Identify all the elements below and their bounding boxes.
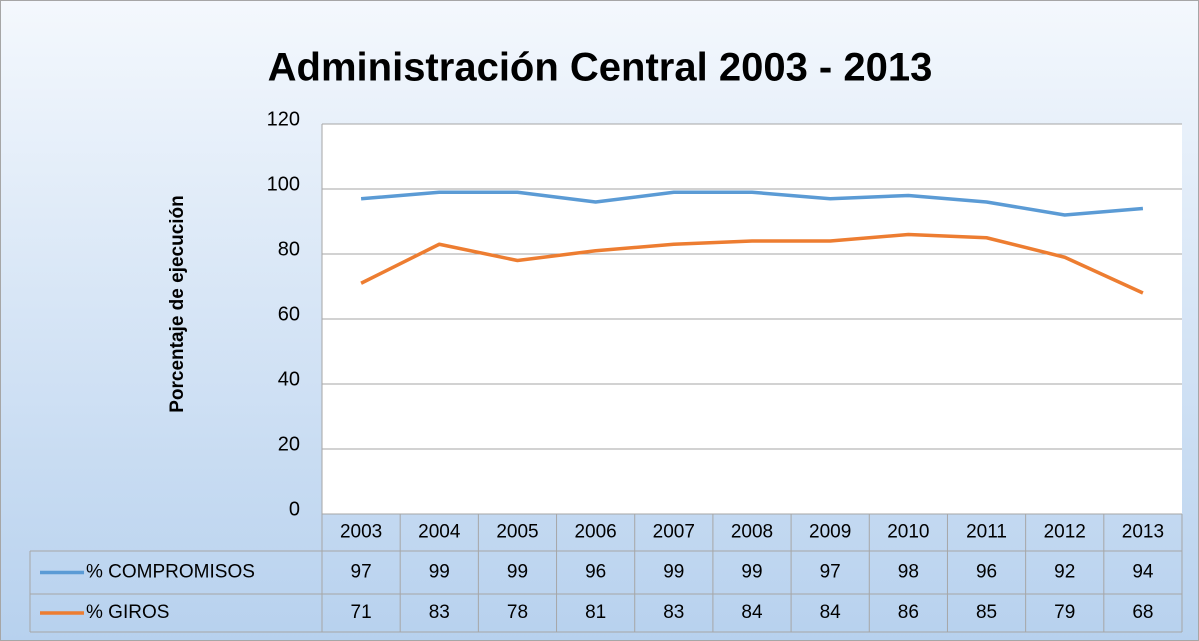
table-value: 71 [351, 602, 372, 623]
table-value: 92 [1054, 562, 1075, 583]
table-value: 86 [898, 602, 919, 623]
table-value: 96 [585, 562, 606, 583]
x-tick-label: 2010 [887, 522, 929, 543]
table-value: 81 [585, 602, 606, 623]
x-tick-label: 2012 [1044, 522, 1086, 543]
y-tick-label: 0 [289, 498, 300, 520]
series-line [360, 190, 1144, 217]
table-value: 99 [429, 562, 450, 583]
y-axis-label: Porcentaje de ejecución [167, 195, 188, 413]
x-tick-label: 2013 [1122, 522, 1164, 543]
table-value: 79 [1054, 602, 1075, 623]
x-tick-label: 2005 [496, 522, 538, 543]
table-value: 85 [976, 602, 997, 623]
table-value: 94 [1132, 562, 1154, 583]
y-tick-label: 120 [267, 108, 300, 130]
table-value: 84 [741, 602, 763, 623]
x-tick-label: 2009 [809, 522, 851, 543]
legend-label: % COMPROMISOS [86, 562, 255, 583]
x-tick-label: 2011 [966, 522, 1007, 543]
x-tick-label: 2006 [574, 522, 616, 543]
table-value: 97 [351, 562, 372, 583]
x-tick-label: 2003 [340, 522, 382, 543]
table-value: 84 [820, 602, 842, 623]
table-value: 68 [1132, 602, 1153, 623]
y-tick-label: 100 [267, 173, 300, 195]
table-value: 97 [820, 562, 841, 583]
chart-title: Administración Central 2003 - 2013 [268, 46, 933, 90]
table-value: 99 [663, 562, 684, 583]
y-tick-label: 60 [278, 303, 300, 325]
table-value: 83 [429, 602, 450, 623]
table-value: 99 [741, 562, 762, 583]
legend-label: % GIROS [86, 602, 169, 623]
table-value: 83 [663, 602, 684, 623]
x-tick-label: 2008 [731, 522, 773, 543]
x-tick-label: 2004 [418, 522, 461, 543]
series-line [360, 232, 1144, 295]
x-tick-label: 2007 [653, 522, 695, 543]
y-tick-label: 40 [278, 368, 300, 390]
table-value: 78 [507, 602, 528, 623]
y-tick-label: 20 [278, 433, 300, 455]
table-value: 96 [976, 562, 997, 583]
y-tick-label: 80 [278, 238, 300, 260]
table-value: 98 [898, 562, 919, 583]
table-value: 99 [507, 562, 528, 583]
